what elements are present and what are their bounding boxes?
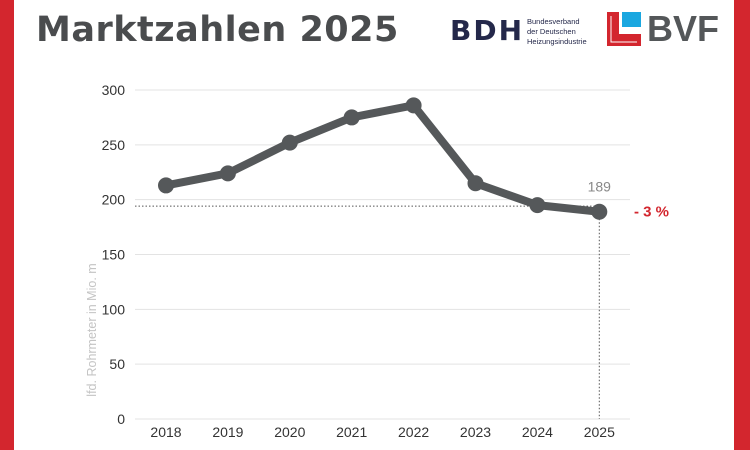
bdh-subtitle-line: Bundesverband [527, 17, 580, 26]
data-point [219, 165, 236, 182]
data-point [467, 175, 484, 192]
y-axis-label: lfd. Rohrmeter in Mio. m [85, 263, 99, 396]
x-tick-label: 2023 [460, 424, 491, 440]
x-tick-label: 2025 [584, 424, 615, 440]
bvf-logo: BVF [647, 8, 719, 49]
page-title: Marktzahlen 2025 [36, 10, 399, 50]
left-red-border [0, 0, 14, 450]
y-tick-label: 50 [109, 356, 125, 372]
y-tick-label: 250 [102, 137, 126, 153]
y-tick-label: 150 [102, 247, 126, 263]
x-tick-label: 2018 [150, 424, 181, 440]
change-label: - 3 % [634, 204, 669, 221]
data-point [405, 97, 422, 114]
y-tick-label: 0 [117, 411, 125, 427]
data-point [529, 197, 546, 214]
data-point [158, 177, 174, 194]
x-tick-label: 2022 [398, 424, 429, 440]
right-red-border [734, 0, 750, 450]
bvf-logo-icon [607, 12, 641, 46]
y-tick-label: 100 [102, 301, 126, 317]
bdh-subtitle-line: Heizungsindustrie [527, 37, 587, 46]
data-point [343, 109, 360, 126]
bdh-logo-subtitle: Bundesverband der Deutschen Heizungsindu… [527, 17, 587, 47]
series-line [162, 101, 604, 216]
x-tick-label: 2020 [274, 424, 305, 440]
data-point [281, 134, 298, 151]
x-tick-label: 2021 [336, 424, 367, 440]
bdh-subtitle-line: der Deutschen [527, 27, 576, 36]
last-value-label: 189 [588, 179, 612, 195]
y-tick-label: 200 [102, 192, 126, 208]
data-point [591, 203, 608, 220]
y-tick-label: 300 [102, 82, 126, 98]
bdh-logo: BDH [450, 14, 525, 47]
x-tick-label: 2019 [212, 424, 243, 440]
x-tick-label: 2024 [522, 424, 553, 440]
